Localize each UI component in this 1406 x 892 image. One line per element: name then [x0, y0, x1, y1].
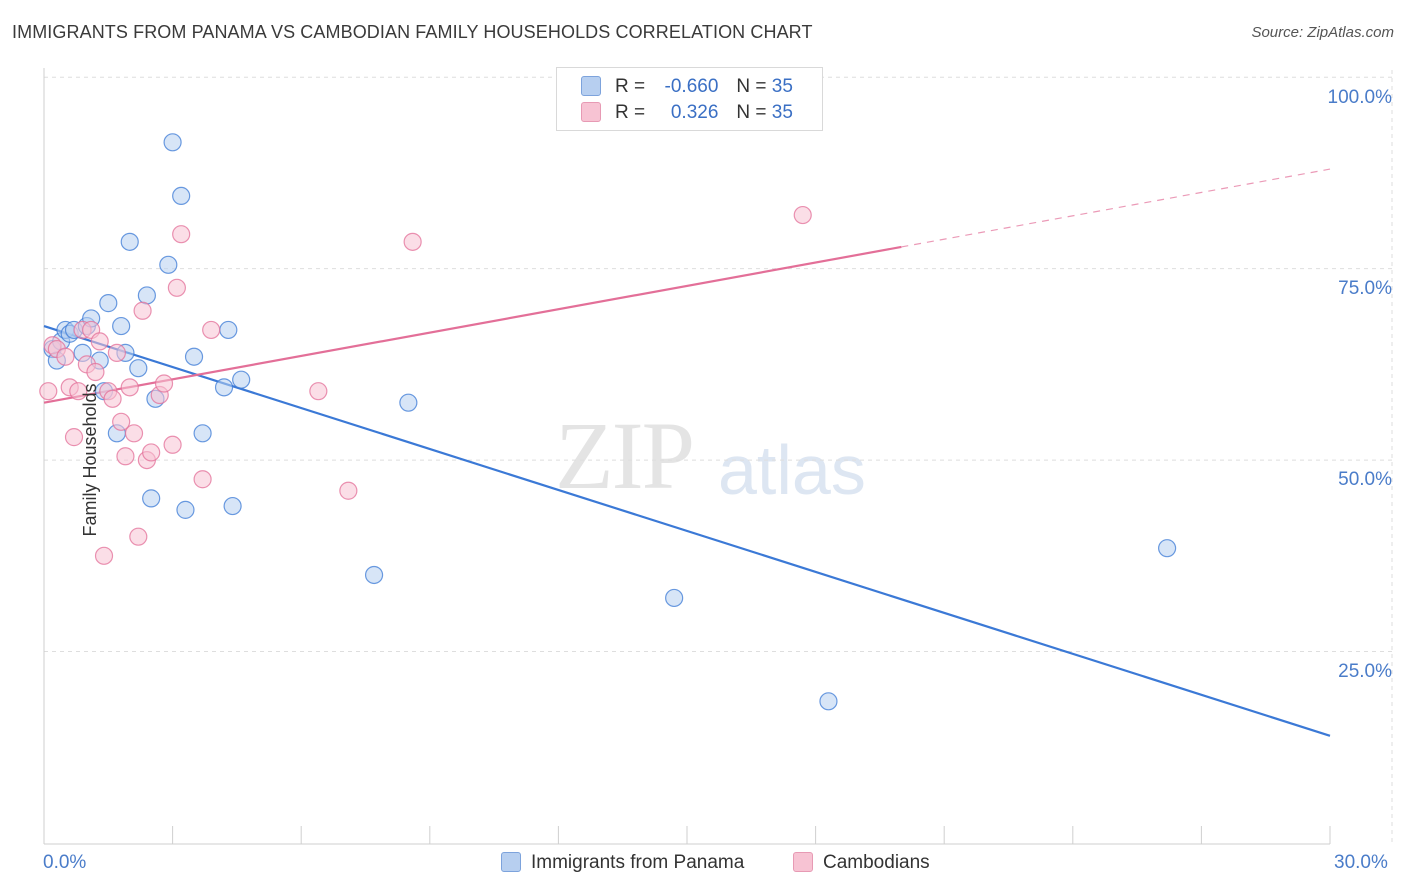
data-point: [159, 255, 178, 274]
data-point: [120, 232, 139, 251]
legend-row-panama: R = -0.660 N = 35: [581, 76, 793, 98]
data-point: [120, 378, 139, 397]
y-tick-label: 50.0%: [1338, 469, 1392, 490]
data-points: [39, 133, 1177, 711]
axes: [43, 68, 1331, 845]
data-point: [172, 186, 191, 205]
x-tick-label: 30.0%: [1334, 852, 1388, 873]
data-point: [309, 382, 328, 401]
data-point: [193, 470, 212, 489]
pink-swatch-icon: [793, 852, 813, 872]
data-point: [39, 382, 58, 401]
data-point: [129, 359, 148, 378]
data-point: [163, 133, 182, 152]
pink-swatch-icon: [581, 102, 601, 122]
data-point: [793, 205, 812, 225]
y-tick-label: 25.0%: [1338, 661, 1392, 682]
data-point: [202, 320, 221, 340]
blue-swatch-icon: [581, 76, 601, 96]
data-point: [116, 447, 135, 466]
trend-lines: [43, 168, 1331, 737]
watermark-atlas: atlas: [718, 431, 866, 509]
data-point: [176, 500, 195, 519]
data-point: [167, 278, 186, 297]
data-point: [819, 692, 838, 711]
data-point: [64, 428, 84, 447]
data-point: [232, 370, 251, 389]
data-point: [107, 343, 126, 362]
n-value: 35: [771, 76, 793, 97]
data-point: [103, 389, 122, 408]
data-point: [56, 347, 75, 366]
data-point: [142, 443, 161, 462]
trend-line-extension: [901, 168, 1331, 248]
blue-swatch-icon: [501, 852, 521, 872]
data-point: [172, 225, 191, 244]
data-point: [214, 378, 234, 397]
data-point: [219, 320, 238, 340]
data-point: [665, 588, 684, 608]
chart-title: IMMIGRANTS FROM PANAMA VS CAMBODIAN FAMI…: [12, 22, 813, 42]
legend-item-panama[interactable]: Immigrants from Panama: [501, 852, 744, 874]
data-point: [94, 546, 114, 565]
legend-item-cambodians[interactable]: Cambodians: [793, 852, 930, 874]
data-point: [163, 435, 182, 454]
y-tick-label: 100.0%: [1327, 87, 1392, 108]
trend-line: [43, 245, 902, 404]
watermark-zip: ZIP: [555, 402, 695, 509]
legend-row-cambodians: R = 0.326 N = 35: [581, 102, 793, 124]
data-point: [124, 424, 144, 443]
data-point: [90, 332, 109, 351]
data-point: [1158, 539, 1177, 558]
y-tick-label: 75.0%: [1338, 278, 1392, 299]
data-point: [133, 301, 152, 320]
data-point: [112, 412, 131, 431]
data-point: [142, 489, 161, 508]
data-point: [184, 347, 204, 366]
data-point: [129, 527, 148, 546]
data-point: [339, 481, 358, 500]
data-point: [154, 374, 174, 393]
data-point: [193, 424, 212, 443]
gridlines: [44, 70, 1393, 844]
data-point: [86, 362, 105, 382]
data-point: [137, 286, 156, 305]
data-point: [403, 232, 422, 251]
data-point: [112, 316, 131, 336]
data-point: [399, 393, 418, 412]
data-point: [223, 496, 242, 516]
r-value: 0.326: [670, 102, 719, 123]
r-value: -0.660: [664, 76, 719, 97]
data-point: [69, 382, 88, 401]
y-axis-label: Family Households: [80, 383, 101, 537]
source-label: Source: ZipAtlas.com: [1251, 24, 1394, 41]
correlation-legend: R = -0.660 N = 35 R = 0.326 N = 35: [556, 67, 823, 131]
x-tick-label: 0.0%: [43, 852, 87, 873]
data-point: [99, 294, 118, 313]
data-point: [364, 565, 384, 585]
n-value: 35: [771, 102, 793, 123]
trend-line: [43, 325, 1331, 737]
